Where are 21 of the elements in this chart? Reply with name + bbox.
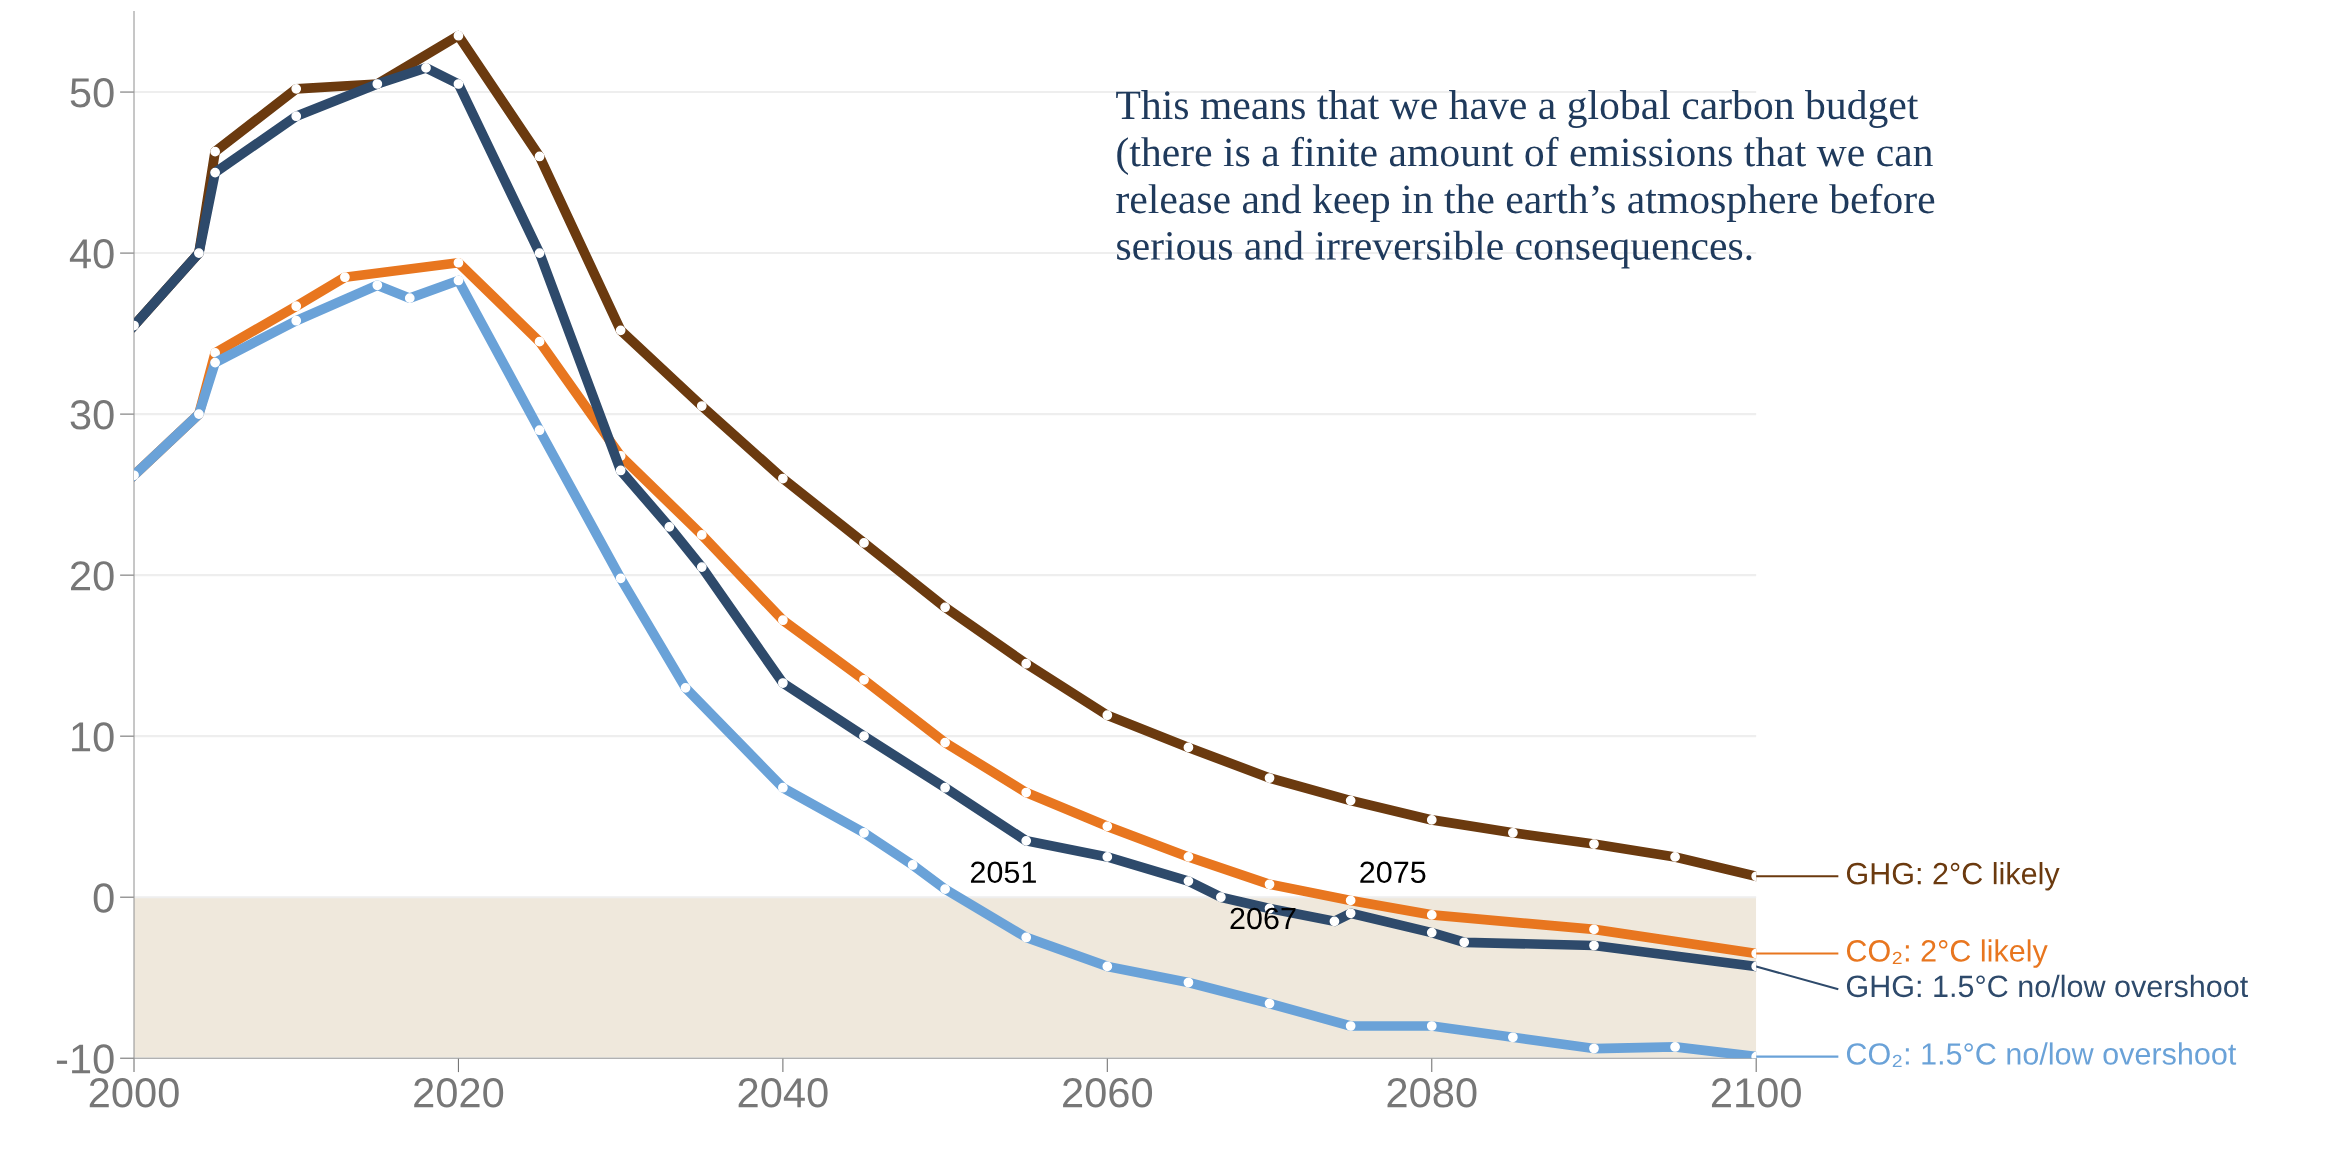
legend-label: GHG: 2°C likely: [1846, 862, 2060, 891]
y-tick-label: 0: [93, 883, 114, 913]
x-tick-label: 2100: [1711, 1078, 1801, 1108]
legend-label: CO₂: 2°C likely: [1846, 939, 2048, 968]
legend-label: GHG: 1.5°C no/low overshoot: [1846, 974, 2249, 998]
y-tick-label: 20: [71, 561, 114, 591]
x-tick-label: 2040: [738, 1078, 828, 1108]
y-tick-label: -10: [56, 1044, 114, 1074]
x-tick-label: 2060: [1063, 1078, 1153, 1108]
annotation: This means that we have a global carbon budget (there is a finite amount of emissions that we can release and keep in the earth’s atmosphere before serious and irreversible consequences.: [1116, 90, 1935, 269]
y-tick-label: 40: [69, 239, 114, 269]
annotation: 2051: [970, 861, 1036, 884]
y-tick-label: 10: [72, 722, 114, 752]
annotation: 2067: [1230, 907, 1296, 930]
legend-label: CO₂: 1.5°C no/low overshoot: [1846, 1042, 2237, 1068]
x-tick-label: 2020: [414, 1078, 504, 1108]
x-tick-label: 2080: [1387, 1078, 1477, 1108]
x-tick-label: 2000: [89, 1078, 179, 1108]
y-tick-label: 50: [70, 78, 114, 108]
annotation: 2075: [1360, 861, 1426, 884]
y-tick-label: 30: [70, 400, 114, 430]
